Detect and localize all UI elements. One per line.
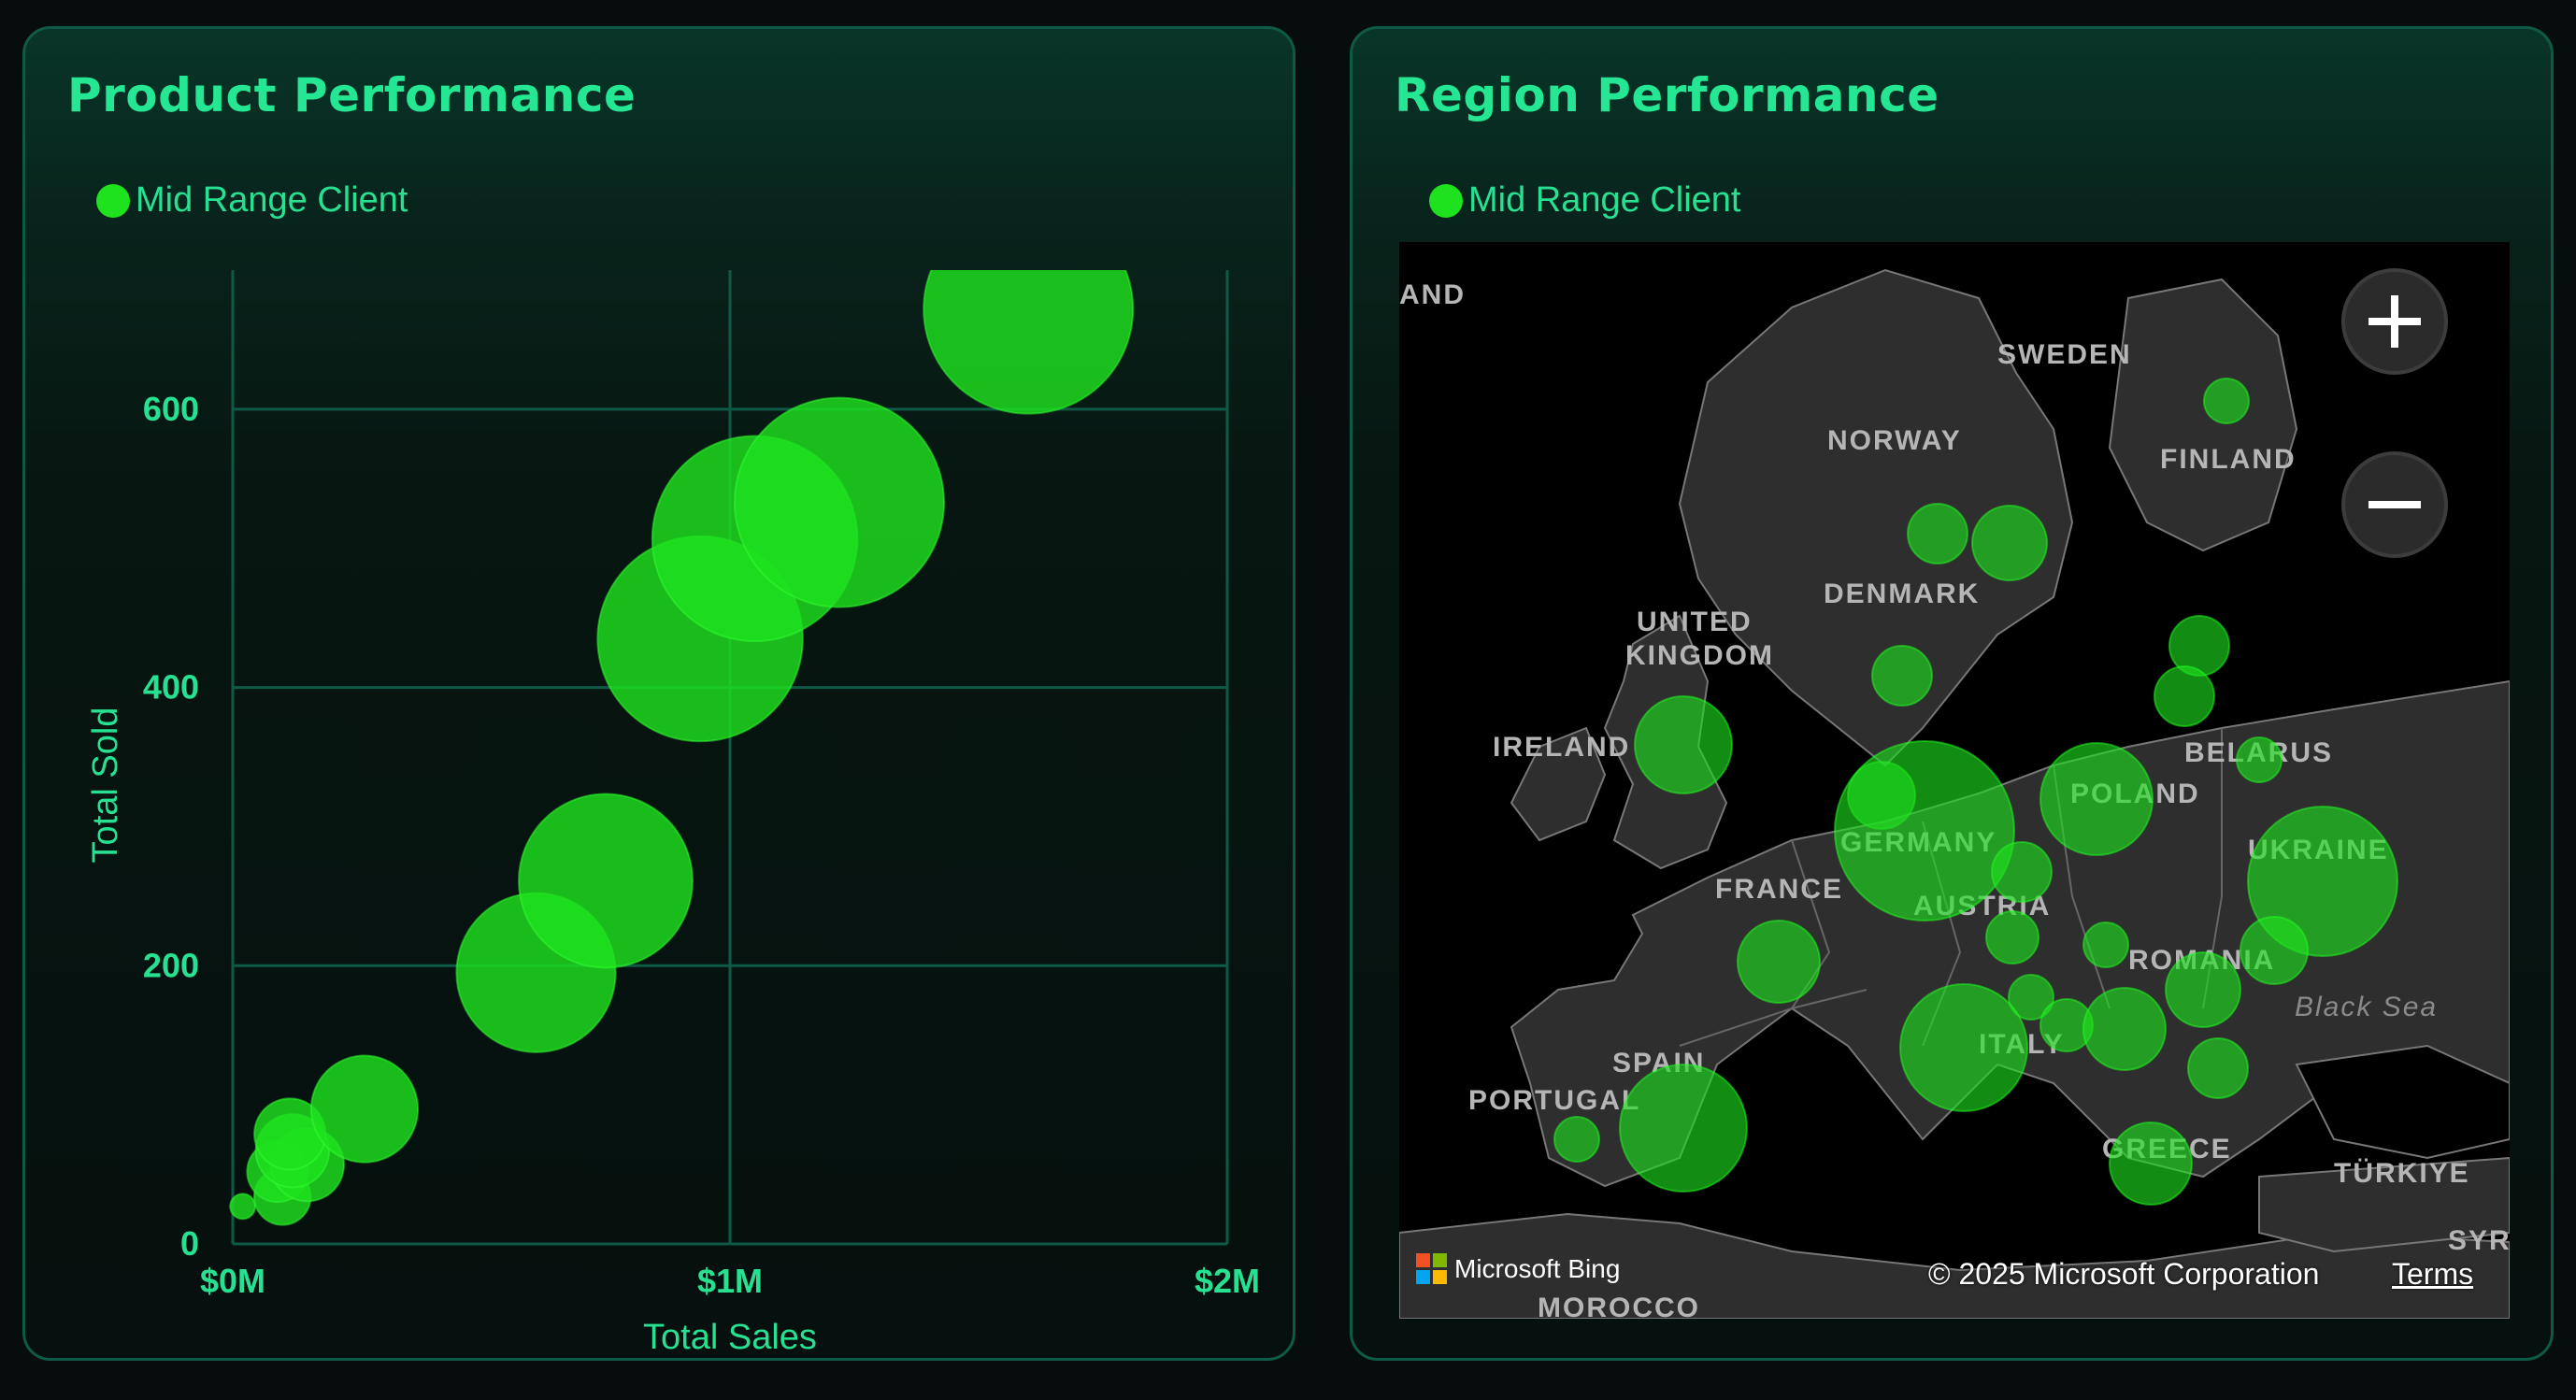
y-tick-label: 400 bbox=[143, 668, 199, 707]
data-bubble bbox=[518, 793, 694, 969]
minus-icon bbox=[2368, 501, 2421, 508]
map-label: Black Sea bbox=[2295, 992, 2438, 1022]
data-bubble bbox=[923, 270, 1135, 415]
map-bubble[interactable] bbox=[1553, 1116, 1600, 1163]
map-bubble[interactable] bbox=[2039, 742, 2154, 856]
map-label: NORWAY bbox=[1827, 425, 1962, 456]
region-performance-card: Region Performance Mid Range Client bbox=[1350, 26, 2554, 1361]
map-label: FINLAND bbox=[2160, 444, 2297, 475]
map-canvas[interactable]: AND SWEDEN NORWAY FINLAND DENMARK UNITEDKINGD… bbox=[1399, 242, 2510, 1319]
data-bubble bbox=[229, 1193, 257, 1221]
zoom-out-button[interactable] bbox=[2341, 451, 2448, 558]
map-label: KINGDOM bbox=[1625, 640, 1774, 671]
map-label: TÜRKIYE bbox=[2334, 1158, 2470, 1189]
x-tick-label: $1M bbox=[697, 1262, 763, 1300]
map-bubble[interactable] bbox=[1619, 1064, 1748, 1193]
europe-map[interactable]: AND SWEDEN NORWAY FINLAND DENMARK UNITED KINGD… bbox=[1399, 242, 2510, 1319]
map-label: FRANCE bbox=[1715, 874, 1843, 905]
x-tick-label: $2M bbox=[1195, 1262, 1260, 1300]
map-bubble[interactable] bbox=[1907, 503, 1968, 564]
map-bubble[interactable] bbox=[2236, 736, 2283, 783]
map-bubble[interactable] bbox=[1871, 645, 1933, 707]
region-legend[interactable]: Mid Range Client bbox=[1429, 180, 1740, 221]
legend-marker bbox=[1429, 183, 1463, 218]
bing-label: Microsoft Bing bbox=[1454, 1253, 1621, 1283]
map-bubble[interactable] bbox=[1834, 740, 2015, 921]
map-bubble[interactable] bbox=[2082, 921, 2129, 968]
y-tick-label: 200 bbox=[143, 946, 199, 984]
y-tick-label: 600 bbox=[143, 390, 199, 428]
map-label: PORTUGAL bbox=[1468, 1085, 1640, 1116]
map-bubble[interactable] bbox=[2008, 974, 2054, 1021]
scatter-chart: 0 200 400 600 $0M $1M $2M Total Sales Total Sold bbox=[86, 270, 1260, 1357]
plus-icon bbox=[2368, 295, 2421, 348]
map-bubble[interactable] bbox=[2082, 987, 2167, 1071]
legend-label: Mid Range Client bbox=[1468, 180, 1741, 220]
map-label: SWEDEN bbox=[1997, 339, 2132, 370]
data-bubble bbox=[309, 1054, 420, 1164]
map-label: DENMARK bbox=[1824, 579, 1980, 609]
data-bubble bbox=[734, 396, 946, 608]
y-tick-label: 0 bbox=[180, 1224, 199, 1263]
map-bubble[interactable] bbox=[1991, 841, 2053, 903]
map-bubble[interactable] bbox=[2203, 378, 2250, 424]
x-axis-title: Total Sales bbox=[643, 1318, 817, 1357]
map-bubble[interactable] bbox=[2154, 665, 2215, 727]
map-bubble[interactable] bbox=[1737, 920, 1821, 1004]
map-copyright: © 2025 Microsoft Corporation bbox=[1928, 1257, 2320, 1291]
map-bubble[interactable] bbox=[1899, 983, 2028, 1112]
zoom-in-button[interactable] bbox=[2341, 268, 2448, 375]
map-bubble[interactable] bbox=[2187, 1037, 2249, 1099]
map-label: UNITED bbox=[1637, 607, 1753, 637]
map-bubble[interactable] bbox=[2165, 951, 2241, 1028]
bubble-series bbox=[229, 270, 1135, 1226]
microsoft-logo-icon bbox=[1416, 1253, 1447, 1284]
bing-logo: Microsoft Bing bbox=[1416, 1253, 1620, 1284]
map-label: AND bbox=[1399, 279, 1466, 310]
map-bubble[interactable] bbox=[2109, 1121, 2193, 1206]
terms-link[interactable]: Terms bbox=[2392, 1257, 2474, 1291]
product-legend[interactable]: Mid Range Client bbox=[96, 180, 408, 221]
map-bubble[interactable] bbox=[2240, 916, 2309, 985]
region-performance-title: Region Performance bbox=[1395, 68, 1939, 122]
map-label: IRELAND bbox=[1493, 732, 1630, 763]
legend-label: Mid Range Client bbox=[136, 180, 408, 220]
map-label: SYRIA bbox=[2448, 1225, 2510, 1256]
product-performance-card: Product Performance Mid Range Client 0 20… bbox=[22, 26, 1295, 1361]
map-bubble[interactable] bbox=[1634, 695, 1733, 794]
y-axis-title: Total Sold bbox=[86, 707, 125, 864]
map-bubble[interactable] bbox=[1985, 910, 2039, 964]
x-tick-label: $0M bbox=[200, 1262, 265, 1300]
legend-marker bbox=[96, 183, 130, 218]
map-label: MOROCCO bbox=[1538, 1293, 1700, 1319]
map-bubble[interactable] bbox=[1971, 505, 2048, 581]
product-performance-title: Product Performance bbox=[67, 68, 637, 122]
